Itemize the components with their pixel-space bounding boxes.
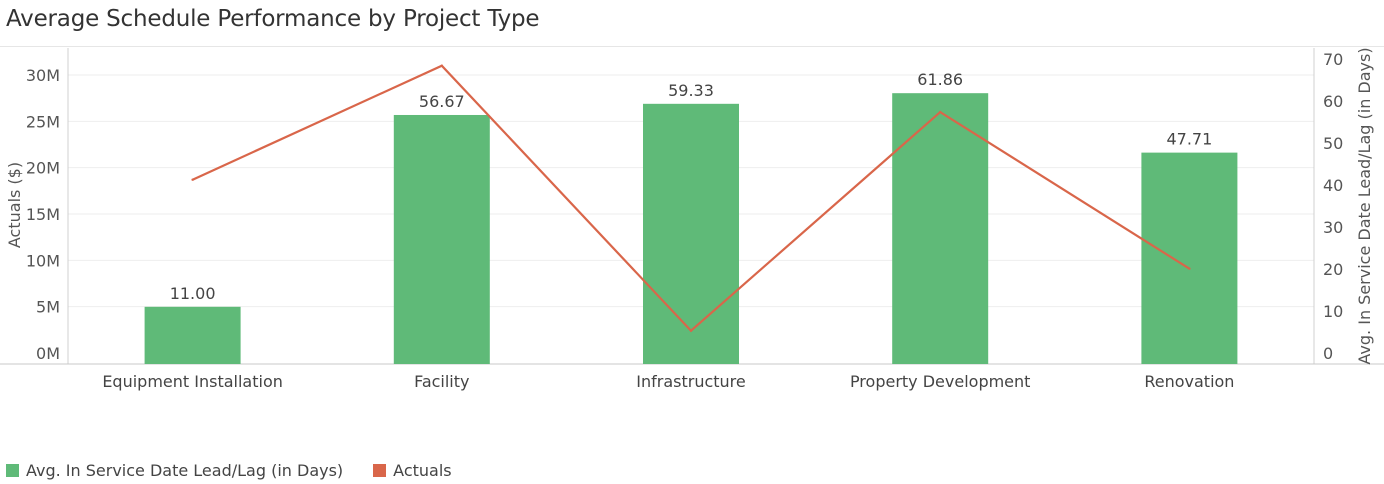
category-label: Property Development bbox=[850, 372, 1031, 391]
right-tick-label: 0 bbox=[1323, 344, 1333, 363]
bar bbox=[393, 114, 490, 365]
left-tick-label: 5M bbox=[36, 298, 60, 317]
legend-swatch-bars bbox=[6, 464, 19, 477]
category-label: Renovation bbox=[1144, 372, 1234, 391]
left-axis-title: Actuals ($) bbox=[5, 162, 24, 248]
right-tick-label: 70 bbox=[1323, 50, 1343, 69]
category-label: Equipment Installation bbox=[102, 372, 283, 391]
bar-data-label: 59.33 bbox=[668, 81, 714, 100]
legend-label-bars: Avg. In Service Date Lead/Lag (in Days) bbox=[26, 461, 344, 480]
left-tick-label: 30M bbox=[26, 66, 60, 85]
bar bbox=[144, 306, 241, 364]
right-tick-label: 20 bbox=[1323, 260, 1343, 279]
left-tick-label: 15M bbox=[26, 205, 60, 224]
actuals-point bbox=[440, 64, 443, 67]
right-tick-label: 50 bbox=[1323, 134, 1343, 153]
left-tick-label: 0M bbox=[36, 344, 60, 363]
right-tick-label: 40 bbox=[1323, 176, 1343, 195]
legend-swatch-line bbox=[373, 464, 387, 477]
bar-data-label: 11.00 bbox=[170, 284, 216, 303]
right-tick-label: 30 bbox=[1323, 218, 1343, 237]
left-tick-label: 25M bbox=[26, 112, 60, 131]
category-label: Facility bbox=[414, 372, 469, 391]
bar-data-label: 61.86 bbox=[917, 70, 963, 89]
legend-item-bars[interactable]: Avg. In Service Date Lead/Lag (in Days) bbox=[6, 461, 343, 480]
title-divider bbox=[0, 46, 1384, 47]
bar bbox=[1141, 152, 1238, 364]
right-tick-label: 60 bbox=[1323, 92, 1343, 111]
left-tick-label: 20M bbox=[26, 159, 60, 178]
right-axis-title: Avg. In Service Date Lead/Lag (in Days) bbox=[1355, 47, 1374, 364]
actuals-point bbox=[1188, 267, 1191, 270]
legend-label-line: Actuals bbox=[393, 461, 452, 480]
actuals-point bbox=[191, 178, 194, 181]
left-tick-label: 10M bbox=[26, 251, 60, 270]
category-label: Infrastructure bbox=[636, 372, 745, 391]
combo-chart: 0M 5M 10M 15M 20M 25M 30M 0 10 20 30 40 50 60 70 Actual… bbox=[0, 47, 1384, 391]
bar-data-label: 47.71 bbox=[1166, 130, 1212, 149]
actuals-point bbox=[939, 110, 942, 114]
right-tick-label: 10 bbox=[1323, 302, 1343, 321]
chart-title: Average Schedule Performance by Project … bbox=[6, 6, 540, 32]
legend-item-line[interactable]: Actuals bbox=[373, 461, 452, 480]
legend: Avg. In Service Date Lead/Lag (in Days) … bbox=[6, 461, 482, 480]
bar bbox=[643, 103, 739, 365]
actuals-point bbox=[689, 329, 693, 332]
bar-data-label: 56.67 bbox=[419, 92, 465, 111]
bar bbox=[892, 93, 989, 365]
